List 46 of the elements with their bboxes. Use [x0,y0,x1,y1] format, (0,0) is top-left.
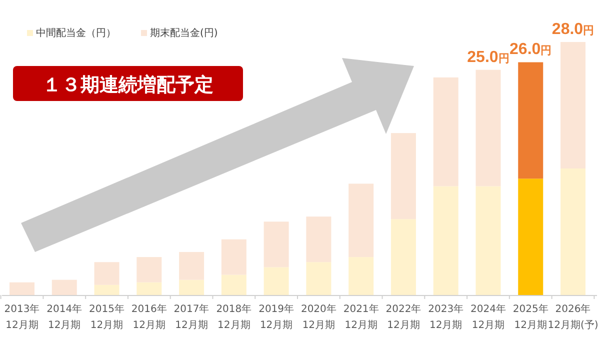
bar [52,280,77,295]
bar [264,222,289,268]
x-tick-label: 2013年 12月期 [4,303,40,331]
bar [221,239,246,275]
x-tick-label: 2021年 12月期 [343,303,379,331]
bar [10,282,34,295]
bar [136,257,162,282]
x-tick-label: 2026年 12月期(予) [548,303,598,331]
bar [94,262,120,285]
bar [264,267,289,295]
bar [306,216,332,262]
annotation: 26.0円 [510,41,552,58]
x-tick-label: 2014年 12月期 [46,303,82,331]
bar [136,282,162,295]
text: 28.0円 [552,21,594,38]
x-tick-label: 2015年 12月期 [89,303,124,331]
bar [348,257,374,295]
annotation: １３期連続増配予定 [42,74,214,96]
legend-label: 期末配当金(円) [150,27,218,39]
x-tick-label: 2017年 12月期 [174,303,210,331]
x-tick-label: 2016年 12月期 [131,303,167,331]
annotation: 25.0円 [467,48,510,66]
x-tick-label: 2019年 12月期 [258,303,294,331]
bar [390,219,416,295]
bar [221,274,246,295]
bar [518,62,544,179]
bar [476,186,501,295]
x-tick-label: 2022年 12月期 [386,303,422,331]
legend-label: 中間配当金（円） [36,27,116,39]
bar [560,42,586,168]
x-tick-label: 2024年 12月期 [470,303,506,331]
bar [390,133,416,220]
bar [433,186,458,295]
bar [348,184,374,258]
x-tick-label: 2023年 12月期 [428,303,464,331]
x-tick-label: 2018年 12月期 [216,303,252,331]
bar [518,178,544,295]
bar [179,252,204,280]
bar [94,284,120,295]
bar [560,168,586,295]
x-tick-label: 2025年 12月期 [512,303,548,331]
x-tick-label: 2020年 12月期 [300,303,336,331]
bar [306,262,332,295]
bar [179,280,204,295]
bar [433,77,458,186]
bar [476,70,501,186]
